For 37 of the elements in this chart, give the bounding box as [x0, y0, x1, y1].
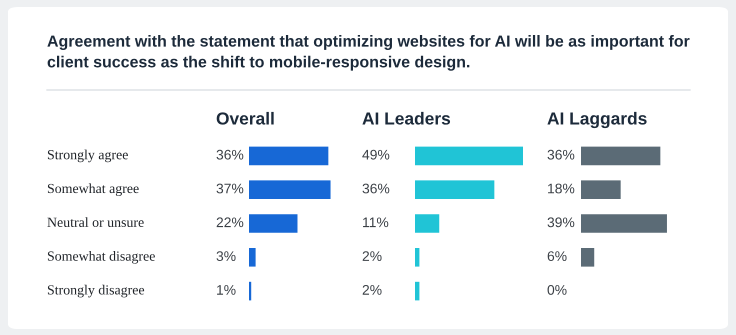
bar [249, 214, 298, 233]
chart-title: AI Laggards [547, 112, 647, 128]
bar [415, 248, 420, 267]
bar [581, 214, 667, 233]
data-label: 49% [362, 150, 390, 160]
data-label: 36% [548, 150, 574, 160]
bar [415, 214, 440, 233]
bar [249, 248, 256, 267]
data-label: 39% [548, 217, 574, 228]
data-label: 36% [216, 150, 244, 160]
data-label: 6% [548, 251, 567, 262]
data-label: 2% [362, 284, 382, 295]
y-tick-label: Neutral or unsure [47, 217, 144, 227]
bar [249, 180, 331, 199]
y-tick-label: Somewhat agree [48, 183, 139, 196]
data-label: 3% [216, 251, 236, 262]
data-label: 2% [362, 251, 382, 261]
data-label: 1% [217, 285, 236, 295]
bar [415, 180, 494, 199]
bar [415, 146, 523, 166]
bar [581, 146, 660, 166]
data-label: 36% [362, 184, 390, 194]
bar [581, 248, 594, 267]
chart-title: AI Leaders [362, 112, 450, 125]
data-label: 18% [548, 184, 574, 194]
y-tick-label: Strongly disagree [48, 284, 144, 298]
y-tick-label: Strongly agree [48, 150, 128, 162]
data-label: 0% [548, 284, 567, 295]
data-label: 22% [216, 217, 244, 228]
chart-title: Overall [216, 112, 274, 125]
bar [581, 180, 621, 199]
text: Agreement with the statement that optimizing websites for AI will be as important for client success as the shift to mobile-responsive design. [47, 35, 690, 71]
data-label: 37% [216, 184, 244, 194]
data-label: 11% [363, 217, 388, 228]
y-tick-label: Somewhat disagree [48, 250, 155, 264]
bar [415, 282, 420, 300]
bar [249, 146, 328, 166]
